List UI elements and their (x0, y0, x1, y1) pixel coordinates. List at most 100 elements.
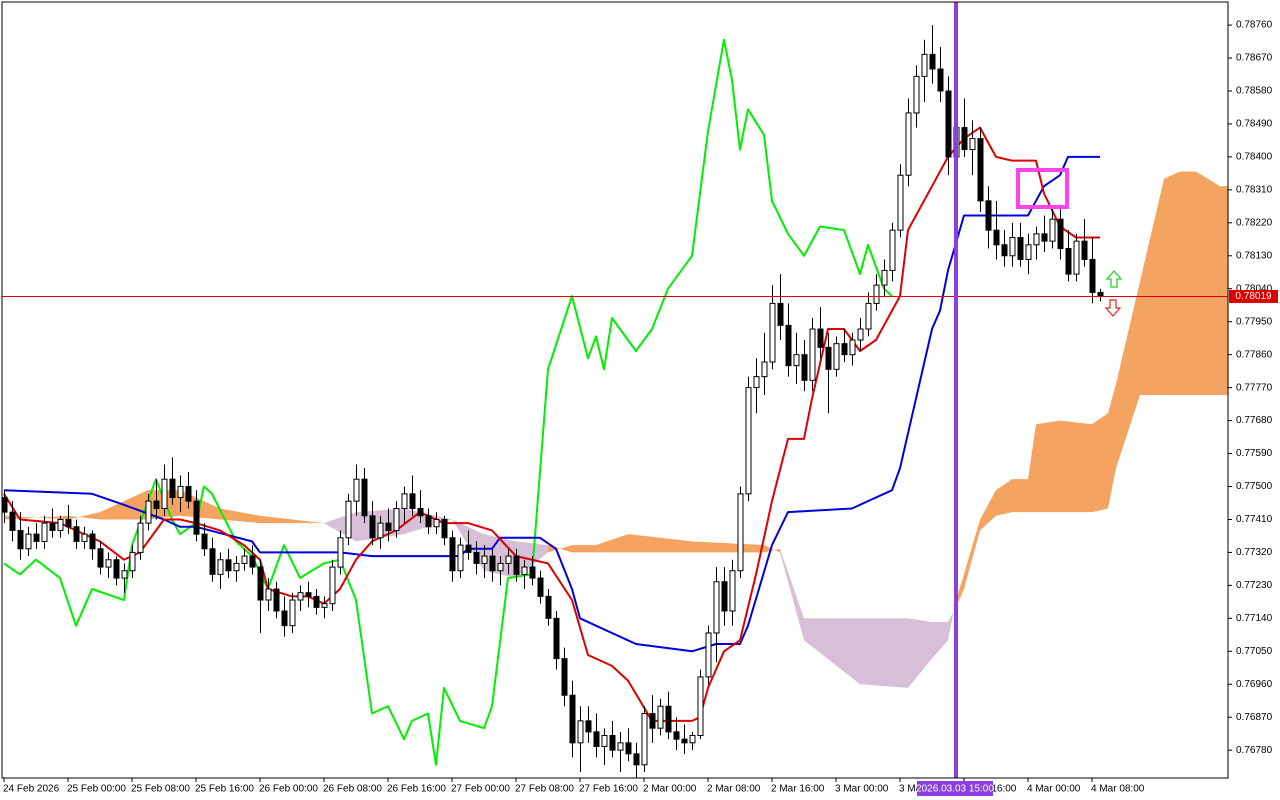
candle-body (489, 555, 496, 572)
candle-body (921, 53, 928, 77)
candle-body (73, 526, 80, 542)
cloud-segment (1028, 424, 1036, 513)
candle-body (465, 544, 472, 553)
x-tick-label: 25 Feb 00:00 (67, 784, 126, 795)
candle-body (329, 566, 336, 605)
cloud-segment (260, 515, 324, 524)
x-tick-label: 26 Feb 00:00 (259, 784, 318, 795)
candle-body (1065, 247, 1072, 275)
candle-body (65, 518, 72, 528)
axes-layer (3, 24, 1232, 782)
candle-body (865, 302, 872, 330)
candle-body (305, 592, 312, 597)
candle-body (177, 485, 184, 498)
candle-body (537, 577, 544, 597)
candle-body (153, 500, 160, 509)
candle-body (161, 478, 168, 509)
candle-body (81, 533, 88, 542)
candle-body (257, 566, 264, 601)
y-tick-label: 0.78310 (1236, 185, 1273, 196)
candle-body (977, 138, 984, 202)
cloud-segment (764, 545, 780, 553)
candle-body (121, 570, 128, 579)
candle-body (473, 551, 480, 564)
candle-body (169, 478, 176, 498)
candle-body (289, 599, 296, 627)
price-label: 0.78019 (1235, 291, 1272, 302)
candle-body (657, 705, 664, 729)
candle-layer (2, 25, 1104, 778)
candle-body (905, 112, 912, 176)
x-tick-label: 2 Mar 16:00 (771, 784, 825, 795)
candle-body (281, 610, 288, 627)
overlay-layer (2, 2, 1228, 778)
cloud-segment (1220, 186, 1228, 395)
candle-body (737, 493, 744, 572)
candle-body (105, 559, 112, 568)
candle-body (753, 376, 760, 389)
cloud-segment (1140, 178, 1164, 395)
candle-body (321, 603, 328, 608)
x-tick-label: 4 Mar 08:00 (1091, 784, 1145, 795)
cloud-segment (220, 508, 260, 524)
candle-body (457, 544, 464, 572)
cloud-segment (628, 534, 692, 553)
cloud-segment (964, 519, 980, 590)
y-tick-label: 0.78490 (1236, 119, 1273, 130)
y-tick-label: 0.76960 (1236, 679, 1273, 690)
candle-body (49, 522, 56, 531)
cloud-segment (1108, 383, 1116, 509)
y-tick-label: 0.77500 (1236, 481, 1273, 492)
x-tick-label: 25 Feb 08:00 (131, 784, 190, 795)
y-tick-label: 0.77140 (1236, 613, 1273, 624)
y-tick-label: 0.78670 (1236, 53, 1273, 64)
cloud-segment (1036, 420, 1060, 513)
x-tick-label: 26 Feb 16:00 (387, 784, 446, 795)
candle-body (1009, 236, 1016, 257)
candle-body (937, 68, 944, 92)
x-tick-label: 2 Mar 00:00 (643, 784, 697, 795)
candle-body (353, 478, 360, 502)
candle-body (313, 595, 320, 608)
y-tick-label: 0.78040 (1236, 283, 1273, 294)
candle-body (881, 269, 888, 286)
candle-body (377, 522, 384, 539)
candle-body (561, 658, 568, 696)
candle-body (689, 735, 696, 744)
candle-body (1017, 236, 1024, 260)
candle-body (145, 500, 152, 524)
candle-body (41, 522, 48, 542)
candle-body (665, 705, 672, 733)
candle-body (241, 555, 248, 564)
candle-body (681, 738, 688, 744)
x-tick-label: 25 Feb 16:00 (195, 784, 254, 795)
candle-body (577, 720, 584, 744)
candle-body (545, 595, 552, 619)
candle-body (249, 555, 256, 568)
cloud-segment (1116, 281, 1140, 469)
cloud-segment (692, 541, 764, 553)
cloud-segment (980, 490, 996, 531)
candle-body (337, 537, 344, 568)
candle-body (609, 735, 616, 751)
indicator-line (3, 155, 1100, 653)
candle-body (961, 127, 968, 151)
y-tick-label: 0.76780 (1236, 745, 1273, 756)
indicator-line (3, 126, 1100, 722)
candle-body (849, 339, 856, 356)
candle-body (521, 566, 528, 575)
candle-body (17, 529, 24, 550)
cloud-segment (932, 621, 948, 659)
candle-body (89, 533, 96, 550)
candle-body (401, 493, 408, 509)
cloud-segment (572, 545, 596, 553)
candle-body (825, 346, 832, 370)
cloud-segment (1164, 171, 1180, 395)
cloud-segment (1196, 171, 1220, 395)
candle-body (193, 500, 200, 535)
candle-body (361, 478, 368, 517)
candle-body (1081, 240, 1088, 260)
candle-body (385, 522, 392, 531)
candle-body (345, 500, 352, 539)
candle-body (721, 581, 728, 612)
